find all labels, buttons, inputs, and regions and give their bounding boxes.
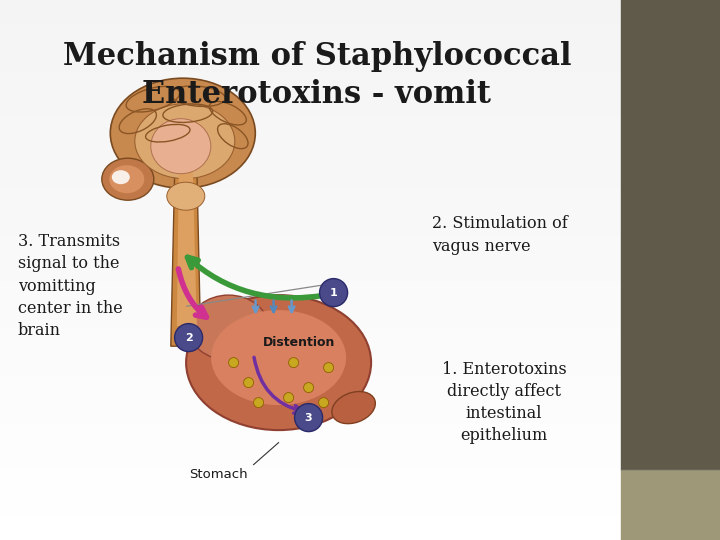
Text: 1. Enterotoxins
directly affect
intestinal
epithelium: 1. Enterotoxins directly affect intestin… (441, 361, 567, 444)
Circle shape (284, 393, 294, 403)
Text: 2: 2 (185, 333, 192, 342)
Text: 3. Transmits
signal to the
vomitting
center in the
brain: 3. Transmits signal to the vomitting cen… (18, 233, 122, 339)
Ellipse shape (102, 158, 154, 200)
Ellipse shape (150, 119, 211, 174)
Circle shape (320, 279, 348, 307)
Ellipse shape (110, 78, 256, 188)
Ellipse shape (109, 165, 144, 193)
Polygon shape (171, 166, 201, 346)
Circle shape (229, 357, 238, 368)
Circle shape (304, 383, 314, 393)
Text: Mechanism of Staphylococcal: Mechanism of Staphylococcal (63, 41, 571, 72)
Text: 1: 1 (330, 288, 338, 298)
Text: 2. Stimulation of
vagus nerve: 2. Stimulation of vagus nerve (432, 215, 568, 254)
Circle shape (319, 397, 328, 408)
Ellipse shape (189, 295, 269, 360)
Circle shape (253, 397, 264, 408)
Circle shape (289, 357, 299, 368)
Ellipse shape (135, 104, 235, 179)
Circle shape (294, 403, 323, 431)
Ellipse shape (332, 392, 375, 424)
Text: Stomach: Stomach (189, 468, 248, 481)
Ellipse shape (211, 310, 346, 405)
Text: Enterotoxins - vomit: Enterotoxins - vomit (143, 79, 491, 110)
Circle shape (175, 323, 202, 352)
Circle shape (323, 362, 333, 373)
Text: Distention: Distention (262, 336, 335, 349)
Ellipse shape (167, 182, 204, 210)
Ellipse shape (112, 170, 130, 184)
Ellipse shape (186, 295, 371, 430)
Text: 3: 3 (305, 413, 312, 423)
Circle shape (243, 377, 253, 388)
Polygon shape (177, 171, 197, 326)
